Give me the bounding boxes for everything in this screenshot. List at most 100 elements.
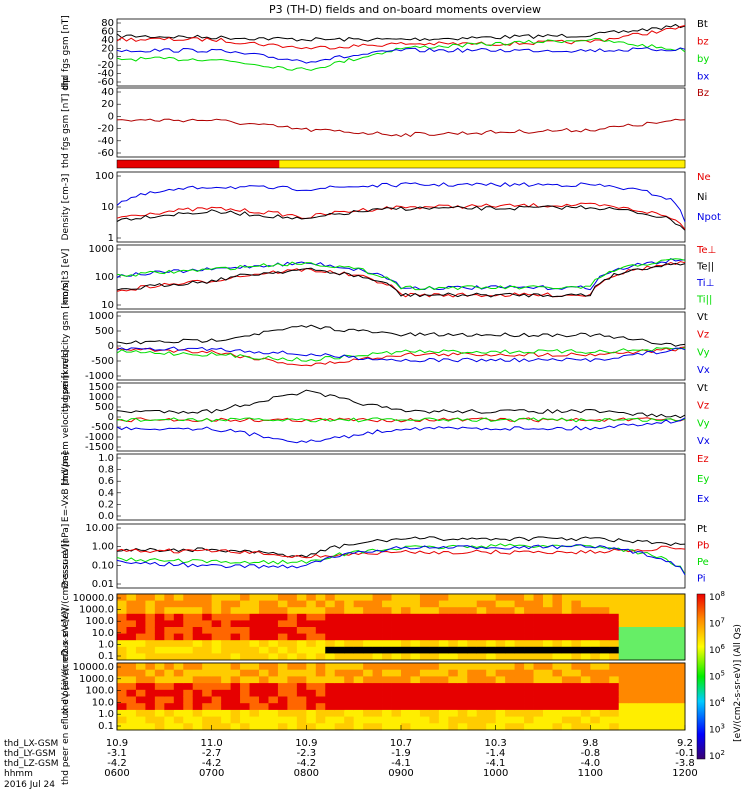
heatmap-cell	[296, 620, 307, 628]
heatmap-cell	[448, 723, 459, 731]
legend-entry: Ti||	[696, 295, 712, 306]
heatmap-cell	[306, 689, 317, 697]
heatmap-cell	[211, 716, 222, 724]
heatmap-cell	[419, 640, 430, 648]
mode-bar-segment	[360, 160, 443, 168]
heatmap-cell	[543, 640, 553, 648]
colorbar-tick-exponent: 5	[720, 670, 724, 678]
heatmap-cell	[533, 653, 544, 661]
heatmap-cell	[476, 620, 487, 628]
heatmap-cell	[135, 607, 146, 615]
y-tick-label: 10000.0	[73, 662, 114, 673]
heatmap-cell	[296, 600, 307, 608]
heatmap-cell	[334, 676, 345, 684]
heatmap-cell	[135, 627, 146, 634]
heatmap-cell	[401, 607, 411, 615]
y-tick-label: 1.0	[98, 453, 114, 464]
heatmap-cell	[533, 683, 544, 691]
legend-entry: Te⊥	[696, 245, 716, 256]
heatmap-cell	[675, 627, 686, 634]
heatmap-cell	[306, 676, 317, 684]
heatmap-cell	[401, 627, 411, 634]
heatmap-cell	[135, 709, 146, 717]
heatmap-cell	[344, 723, 355, 731]
heatmap-cell	[192, 669, 203, 677]
heatmap-cell	[457, 633, 468, 641]
heatmap-cell	[391, 689, 402, 697]
heatmap-cell	[666, 607, 676, 615]
y-tick-label: 0.1	[98, 651, 114, 662]
heatmap-cell	[647, 723, 657, 731]
heatmap-cell	[675, 640, 686, 648]
heatmap-cell	[419, 633, 430, 641]
heatmap-cell	[495, 696, 506, 704]
heatmap-cell	[202, 716, 213, 724]
heatmap-cell	[296, 703, 307, 711]
heatmap-cell	[211, 633, 222, 641]
heatmap-cell	[249, 620, 260, 628]
heatmap-cell	[495, 600, 506, 608]
heatmap-cell	[580, 703, 591, 711]
heatmap-cell	[486, 703, 497, 711]
heatmap-cell	[590, 627, 601, 634]
heatmap-cell	[363, 594, 373, 601]
heatmap-cell	[647, 640, 657, 648]
heatmap-cell	[419, 723, 430, 731]
heatmap-cell	[202, 669, 213, 677]
heatmap-cell	[552, 676, 563, 684]
y-tick-label: 10	[101, 300, 114, 311]
heatmap-cell	[647, 663, 657, 671]
heatmap-cell	[637, 613, 648, 621]
heatmap-cell	[419, 600, 430, 608]
heatmap-cell	[183, 703, 194, 711]
y-tick-label: 500	[95, 402, 114, 413]
heatmap-cell	[543, 703, 553, 711]
heatmap-cell	[543, 683, 553, 691]
mode-bar-frame	[116, 159, 686, 169]
heatmap-cell	[164, 723, 175, 731]
heatmap-cell	[401, 723, 411, 731]
series-line-bz	[116, 25, 686, 50]
heatmap-cell	[353, 627, 364, 634]
heatmap-cell	[391, 594, 402, 601]
heatmap-cell	[438, 696, 449, 704]
heatmap-cell	[249, 696, 260, 704]
heatmap-cell	[344, 696, 355, 704]
heatmap-cell	[647, 676, 657, 684]
heatmap-cell	[372, 633, 383, 641]
heatmap-cell	[514, 709, 525, 717]
heatmap-cell	[637, 640, 648, 648]
heatmap-cell	[221, 633, 231, 641]
heatmap-cell	[173, 646, 184, 654]
heatmap-cell	[419, 607, 430, 615]
heatmap-cell	[353, 703, 364, 711]
heatmap-cell	[325, 607, 336, 615]
legend-entry: Bz	[697, 88, 709, 99]
heatmap-cell	[486, 723, 497, 731]
y-tick-label: 1000	[89, 392, 114, 403]
heatmap-cell	[533, 709, 544, 717]
heatmap-cell	[486, 633, 497, 641]
heatmap-cell	[315, 703, 326, 711]
heatmap-cell	[647, 683, 657, 691]
heatmap-cell	[590, 723, 601, 731]
x-axis-value: -2.3	[297, 748, 317, 759]
heatmap-cell	[202, 689, 213, 697]
heatmap-cell	[211, 663, 222, 671]
legend-entry: Vy	[697, 347, 710, 358]
heatmap-cell	[249, 613, 260, 621]
heatmap-cell	[117, 653, 127, 661]
heatmap-cell	[391, 640, 402, 648]
heatmap-cell	[192, 676, 203, 684]
y-tick-label: 1000.0	[79, 674, 114, 685]
heatmap-cell	[552, 683, 563, 691]
heatmap-cell	[448, 709, 459, 717]
heatmap-cell	[505, 653, 515, 661]
heatmap-cell	[495, 640, 506, 648]
heatmap-cell	[325, 620, 336, 628]
heatmap-cell	[192, 703, 203, 711]
heatmap-cell	[543, 600, 553, 608]
heatmap-cell	[505, 646, 515, 654]
heatmap-cell	[211, 646, 222, 654]
heatmap-cell	[476, 646, 487, 654]
